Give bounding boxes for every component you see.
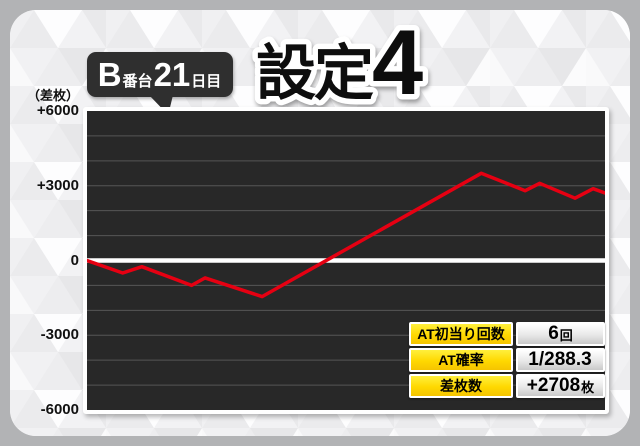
machine-day-bubble: B 番台 21 日目 xyxy=(87,52,233,115)
day-suffix: 日目 xyxy=(191,73,222,90)
y-tick-minus3000: -3000 xyxy=(40,326,79,343)
title-text: 設定4 xyxy=(256,12,423,114)
y-tick-minus6000: -6000 xyxy=(40,401,79,418)
stat-value-number: +2708 xyxy=(526,375,581,396)
stat-value-suffix: 回 xyxy=(559,327,573,343)
page-title: 設定4 xyxy=(251,7,431,120)
machine-letter: B xyxy=(97,56,122,93)
stat-label: AT初当り回数 xyxy=(409,322,513,346)
day-number: 21 xyxy=(153,56,191,93)
stat-value: +2708 枚 xyxy=(516,374,605,398)
y-axis-unit-label: （差枚） xyxy=(26,88,79,103)
stat-label: AT確率 xyxy=(409,348,513,372)
y-tick-plus6000: +6000 xyxy=(36,102,79,119)
stat-value-suffix: 枚 xyxy=(581,379,595,395)
stat-label: 差枚数 xyxy=(409,374,513,398)
y-tick-zero: 0 xyxy=(70,252,79,269)
y-tick-plus3000: +3000 xyxy=(36,177,79,194)
title-number: 4 xyxy=(372,12,423,114)
title-main: 設定 xyxy=(256,40,374,107)
stat-value: 1/288.3 xyxy=(516,348,605,372)
stats-row-at-probability: AT確率 1/288.3 xyxy=(409,348,605,372)
stats-row-net-coins: 差枚数 +2708 枚 xyxy=(409,374,605,398)
stat-value-number: 1/288.3 xyxy=(528,349,592,370)
machine-suffix: 番台 xyxy=(122,73,153,90)
profit-line xyxy=(87,171,605,299)
stat-value-number: 6 xyxy=(548,323,559,344)
